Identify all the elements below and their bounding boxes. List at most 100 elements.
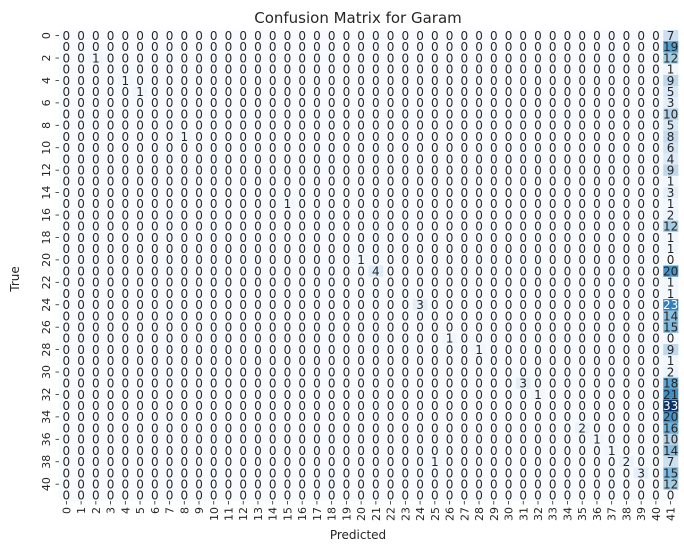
heatmap-cell	[604, 332, 620, 345]
heatmap-cell	[574, 108, 590, 121]
heatmap-cell	[515, 198, 531, 210]
heatmap-cell	[221, 366, 237, 378]
heatmap-cell	[339, 276, 355, 289]
heatmap-cell	[117, 209, 134, 221]
heatmap-cell	[456, 299, 473, 311]
heatmap-cell	[619, 187, 635, 199]
heatmap-cell	[648, 231, 664, 244]
heatmap-cell	[427, 52, 443, 64]
heatmap-cell	[221, 310, 237, 322]
heatmap-cell	[206, 187, 222, 199]
heatmap-cell	[412, 321, 428, 334]
heatmap-cell	[368, 287, 384, 300]
heatmap-cell	[132, 243, 148, 255]
heatmap-cell	[560, 108, 576, 121]
heatmap-cell	[412, 108, 428, 121]
heatmap-cell	[442, 41, 458, 53]
heatmap-cell	[545, 86, 561, 98]
heatmap-cell	[412, 198, 428, 210]
heatmap-cell	[147, 63, 163, 76]
heatmap-cell	[162, 231, 178, 244]
heatmap-cell	[663, 209, 679, 221]
heatmap-cell	[530, 119, 546, 132]
heatmap-cell	[324, 86, 340, 98]
heatmap-cell	[368, 41, 384, 53]
heatmap-cell	[663, 187, 679, 199]
heatmap-cell	[471, 130, 487, 143]
heatmap-cell	[427, 41, 443, 53]
heatmap-cell	[589, 164, 605, 177]
x-tick-label: 37	[606, 507, 619, 521]
heatmap-cell	[397, 30, 414, 42]
heatmap-cell	[574, 332, 590, 345]
heatmap-cell	[206, 287, 222, 300]
cell-value-label: 0	[652, 489, 660, 503]
heatmap-cell	[206, 299, 222, 311]
heatmap-cell	[560, 130, 576, 143]
heatmap-cell	[235, 130, 251, 143]
heatmap-cell	[471, 52, 487, 64]
heatmap-cell	[221, 175, 237, 188]
heatmap-cell	[486, 265, 502, 278]
heatmap-cell	[427, 231, 443, 244]
heatmap-cell	[353, 41, 369, 53]
y-tick-label: 30	[40, 365, 53, 379]
heatmap-cell	[117, 153, 134, 165]
y-tick-label: 6	[40, 99, 53, 106]
heatmap-cell	[353, 299, 369, 311]
heatmap-cell	[456, 243, 473, 255]
heatmap-cell	[221, 355, 237, 367]
cell-value-label: 0	[519, 489, 527, 503]
heatmap-cell	[663, 287, 679, 300]
heatmap-cell	[501, 119, 517, 132]
heatmap-cell	[221, 276, 237, 289]
heatmap-cell	[103, 52, 119, 64]
heatmap-cell	[176, 231, 192, 244]
heatmap-cell	[456, 41, 473, 53]
heatmap-cell	[280, 299, 296, 311]
heatmap-cell	[486, 355, 502, 367]
heatmap-cell	[265, 74, 281, 87]
heatmap-cell	[574, 209, 590, 221]
heatmap-cell	[309, 30, 325, 42]
x-tick-label: 2	[90, 507, 103, 514]
heatmap-cell	[648, 220, 664, 233]
heatmap-cell	[648, 153, 664, 165]
heatmap-cell	[648, 265, 664, 278]
heatmap-cell	[633, 108, 649, 121]
heatmap-cell	[633, 355, 649, 367]
heatmap-cell	[383, 231, 399, 244]
heatmap-cell	[397, 119, 414, 132]
heatmap-cell	[515, 41, 531, 53]
heatmap-cell	[427, 198, 443, 210]
heatmap-cell	[221, 142, 237, 154]
heatmap-cell	[427, 187, 443, 199]
y-tick-label: 4	[40, 77, 53, 84]
heatmap-cell	[412, 97, 428, 109]
heatmap-cell	[486, 187, 502, 199]
heatmap-cell	[339, 355, 355, 367]
heatmap-cell	[250, 41, 266, 53]
heatmap-cell	[206, 209, 222, 221]
heatmap-cell	[574, 130, 590, 143]
heatmap-cell	[560, 209, 576, 221]
heatmap-cell	[162, 332, 178, 345]
heatmap-cell	[191, 310, 207, 322]
y-tick-label: 22	[40, 275, 53, 289]
heatmap-cell	[206, 243, 222, 255]
heatmap-cell	[59, 86, 75, 98]
heatmap-cell	[427, 74, 443, 87]
heatmap-cell	[397, 108, 414, 121]
heatmap-cell	[132, 187, 148, 199]
heatmap-cell	[574, 366, 590, 378]
heatmap-cell	[545, 332, 561, 345]
heatmap-cell	[206, 41, 222, 53]
heatmap-cell	[663, 254, 679, 266]
heatmap-cell	[501, 220, 517, 233]
heatmap-cell	[663, 130, 679, 143]
heatmap-cell	[176, 97, 192, 109]
heatmap-cell	[412, 153, 428, 165]
heatmap-cell	[221, 130, 237, 143]
heatmap-cell	[427, 119, 443, 132]
heatmap-cell	[191, 41, 207, 53]
